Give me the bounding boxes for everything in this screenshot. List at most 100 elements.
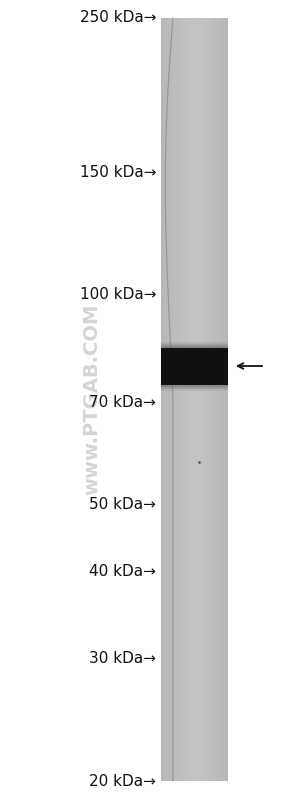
Bar	[203, 18, 204, 781]
Text: 30 kDa→: 30 kDa→	[89, 651, 156, 666]
Bar	[163, 18, 164, 781]
Bar	[196, 18, 198, 781]
Bar	[211, 18, 212, 781]
Bar	[220, 18, 221, 781]
Text: 20 kDa→: 20 kDa→	[89, 773, 156, 789]
Bar	[168, 18, 170, 781]
Bar	[161, 18, 162, 781]
Bar	[175, 18, 176, 781]
Bar	[167, 18, 168, 781]
Bar	[166, 18, 168, 781]
Bar	[221, 18, 222, 781]
Bar	[214, 18, 215, 781]
Bar	[204, 18, 205, 781]
Bar	[187, 18, 188, 781]
Bar	[209, 18, 211, 781]
Bar	[211, 18, 213, 781]
Bar	[205, 18, 206, 781]
Bar	[226, 18, 227, 781]
Bar	[217, 18, 219, 781]
Bar	[177, 18, 178, 781]
Bar	[200, 18, 202, 781]
Bar	[219, 18, 220, 781]
Bar	[170, 18, 171, 781]
Bar	[176, 18, 177, 781]
Bar	[219, 18, 220, 781]
Bar	[221, 18, 222, 781]
Bar	[166, 18, 167, 781]
Bar	[179, 18, 180, 781]
Bar	[227, 18, 228, 781]
Bar	[213, 18, 214, 781]
Bar	[199, 18, 200, 781]
Bar	[173, 18, 174, 781]
Bar	[213, 18, 215, 781]
Text: 70 kDa→: 70 kDa→	[89, 395, 156, 410]
Bar	[171, 18, 172, 781]
Bar	[190, 18, 192, 781]
Bar	[177, 18, 178, 781]
Bar	[173, 18, 174, 781]
Text: 50 kDa→: 50 kDa→	[89, 497, 156, 511]
Bar	[215, 18, 217, 781]
Bar	[174, 18, 175, 781]
Bar	[195, 18, 196, 781]
Text: 250 kDa→: 250 kDa→	[79, 10, 156, 26]
Bar	[217, 18, 218, 781]
Bar	[175, 18, 176, 781]
Bar	[215, 18, 216, 781]
Text: 40 kDa→: 40 kDa→	[89, 564, 156, 579]
Bar	[161, 342, 228, 391]
Bar	[182, 18, 183, 781]
Bar	[186, 18, 187, 781]
Bar	[188, 18, 189, 781]
Bar	[212, 18, 213, 781]
Bar	[162, 18, 163, 781]
Text: 100 kDa→: 100 kDa→	[79, 288, 156, 302]
Bar	[179, 18, 180, 781]
Bar	[202, 18, 203, 781]
Bar	[225, 18, 226, 781]
Bar	[194, 18, 196, 781]
Bar	[198, 18, 200, 781]
Bar	[164, 18, 166, 781]
Bar	[224, 18, 225, 781]
Bar	[206, 18, 208, 781]
Bar	[202, 18, 204, 781]
Bar	[185, 18, 186, 781]
Bar	[189, 18, 190, 781]
Bar	[178, 18, 179, 781]
Bar	[206, 18, 207, 781]
Bar	[208, 18, 209, 781]
Bar	[196, 18, 197, 781]
Bar	[216, 18, 217, 781]
Bar	[194, 18, 195, 781]
Bar	[161, 346, 228, 387]
Bar	[181, 18, 182, 781]
Bar	[161, 344, 228, 389]
Bar	[188, 18, 190, 781]
Bar	[200, 18, 201, 781]
Bar	[165, 18, 166, 781]
Bar	[225, 18, 226, 781]
Bar	[170, 18, 172, 781]
Bar	[209, 18, 210, 781]
Text: www.PTGAB.COM: www.PTGAB.COM	[83, 304, 102, 495]
Bar	[161, 348, 228, 385]
Bar	[183, 18, 184, 781]
Bar	[172, 18, 173, 781]
Bar	[186, 18, 187, 781]
Bar	[190, 18, 191, 781]
Bar	[223, 18, 224, 781]
Bar	[184, 18, 186, 781]
Bar	[169, 18, 170, 781]
Bar	[218, 18, 219, 781]
Bar	[161, 18, 228, 781]
Bar	[210, 18, 211, 781]
Bar	[193, 18, 194, 781]
Bar	[201, 18, 202, 781]
Bar	[191, 18, 192, 781]
Bar	[207, 18, 209, 781]
Bar	[198, 18, 199, 781]
Bar	[184, 18, 185, 781]
